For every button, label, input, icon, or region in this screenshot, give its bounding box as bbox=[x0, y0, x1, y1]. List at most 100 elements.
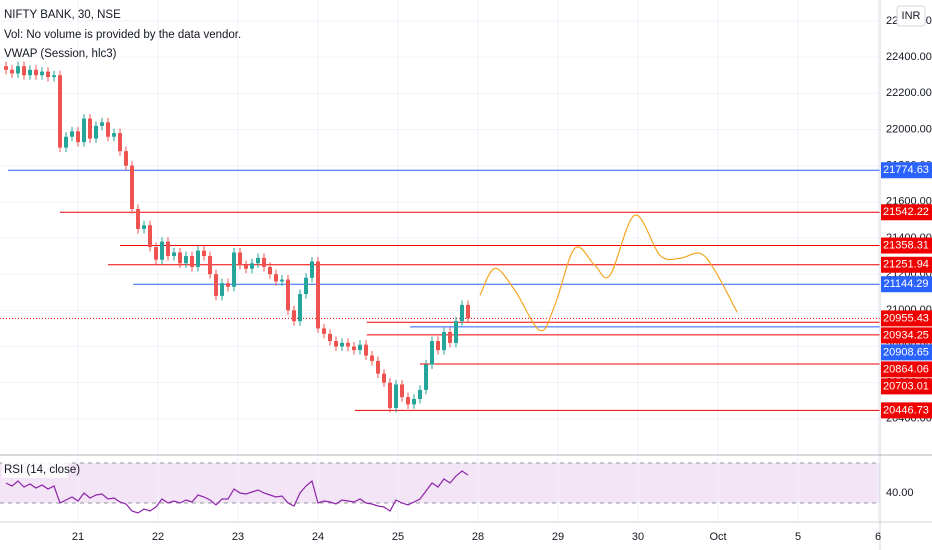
x-tick-label: 21 bbox=[72, 531, 84, 543]
rsi-band bbox=[0, 463, 880, 503]
plot-layer bbox=[0, 0, 880, 522]
candle-body bbox=[460, 304, 464, 322]
candle-body bbox=[286, 279, 290, 311]
candle-body bbox=[10, 69, 14, 74]
y-tick-label: 22200.00 bbox=[886, 87, 932, 99]
candle-body bbox=[82, 118, 86, 143]
level-tag-label: 20703.01 bbox=[883, 380, 929, 392]
level-tag-label: 21251.94 bbox=[883, 259, 929, 271]
y-tick-label: 22400.00 bbox=[886, 51, 932, 63]
level-tag-label: 21542.22 bbox=[883, 206, 929, 218]
currency-button[interactable] bbox=[896, 5, 926, 27]
candle-body bbox=[316, 261, 320, 329]
candle-body bbox=[376, 360, 380, 374]
candle-body bbox=[202, 250, 206, 257]
candle-body bbox=[136, 209, 140, 229]
currency-label[interactable]: INR bbox=[902, 10, 921, 22]
y-tick-label: 22000.00 bbox=[886, 123, 932, 135]
candle-body bbox=[100, 122, 104, 126]
candle-body bbox=[154, 247, 158, 260]
candle-body bbox=[28, 69, 32, 76]
volume-note: Vol: No volume is provided by the data v… bbox=[4, 29, 241, 41]
level-tag bbox=[881, 204, 932, 221]
candle-body bbox=[46, 71, 50, 78]
candle-body bbox=[268, 266, 272, 275]
candle-body bbox=[250, 263, 254, 269]
candle-body bbox=[52, 75, 56, 78]
candle-body bbox=[274, 274, 278, 282]
candle-body bbox=[328, 333, 332, 342]
candle-body bbox=[64, 136, 68, 148]
candle-body bbox=[178, 252, 182, 264]
candle-body bbox=[232, 252, 236, 287]
projection-line bbox=[479, 214, 738, 332]
vwap-legend: VWAP (Session, hlc3) bbox=[4, 48, 117, 60]
candle-body bbox=[184, 256, 188, 264]
candle-body bbox=[112, 133, 116, 137]
level-tag-label: 20864.06 bbox=[883, 363, 929, 375]
candle-body bbox=[364, 344, 368, 356]
candle-body bbox=[148, 225, 152, 248]
candle-body bbox=[256, 257, 260, 264]
overlay-layer: 20400.0020600.0020800.0021000.0021200.00… bbox=[72, 15, 932, 543]
level-tag bbox=[881, 378, 932, 395]
candle-body bbox=[34, 69, 38, 76]
candle-body bbox=[430, 341, 434, 365]
candle-body bbox=[382, 373, 386, 383]
level-tag bbox=[881, 310, 932, 327]
candle-body bbox=[388, 382, 392, 408]
candle-body bbox=[394, 384, 398, 408]
candle-body bbox=[406, 397, 410, 405]
candle-body bbox=[442, 332, 446, 351]
level-tag-label: 20934.25 bbox=[883, 329, 929, 341]
candle-body bbox=[280, 279, 284, 282]
x-tick-label: 24 bbox=[312, 531, 324, 543]
candle-body bbox=[310, 261, 314, 278]
level-tag bbox=[881, 256, 932, 273]
candle-body bbox=[358, 344, 362, 351]
level-tag bbox=[881, 162, 932, 179]
x-tick-label: 5 bbox=[795, 531, 801, 543]
candle-body bbox=[166, 241, 170, 257]
candle-body bbox=[172, 252, 176, 257]
candle-body bbox=[58, 75, 62, 148]
candle-body bbox=[466, 304, 470, 319]
candle-body bbox=[346, 342, 350, 347]
candle-body bbox=[298, 294, 302, 322]
level-tag-label: 21358.31 bbox=[883, 239, 929, 251]
candle-body bbox=[220, 283, 224, 296]
level-tag-label: 20446.73 bbox=[883, 404, 929, 416]
level-tag-label: 20908.65 bbox=[883, 346, 929, 358]
candle-body bbox=[436, 341, 440, 351]
candle-body bbox=[208, 256, 212, 275]
rsi-title-bg bbox=[2, 461, 68, 478]
candle-body bbox=[370, 355, 374, 361]
x-tick-label: 6 bbox=[875, 531, 881, 543]
candle-body bbox=[214, 274, 218, 296]
candle-body bbox=[70, 131, 74, 137]
candle-body bbox=[4, 66, 8, 70]
candle-body bbox=[142, 225, 146, 229]
candle-body bbox=[118, 133, 122, 152]
candle-body bbox=[160, 241, 164, 260]
x-tick-label: 23 bbox=[232, 531, 244, 543]
candle-body bbox=[40, 71, 44, 76]
candle-body bbox=[94, 125, 98, 139]
level-tag-label: 20955.43 bbox=[883, 312, 929, 324]
candle-body bbox=[106, 122, 110, 137]
chart-title: NIFTY BANK, 30, NSE bbox=[4, 9, 121, 21]
level-tag bbox=[881, 402, 932, 419]
level-tag-label: 21144.29 bbox=[883, 278, 928, 290]
level-tag bbox=[881, 361, 932, 378]
candle-body bbox=[22, 66, 26, 76]
candle-body bbox=[226, 283, 230, 287]
candle-body bbox=[454, 321, 458, 343]
candle-body bbox=[334, 341, 338, 347]
rsi-line bbox=[5, 470, 469, 514]
candle-body bbox=[88, 118, 92, 139]
candle-body bbox=[292, 310, 296, 322]
candle-body bbox=[340, 342, 344, 347]
candle-body bbox=[190, 256, 194, 267]
x-tick-label: 29 bbox=[552, 531, 564, 543]
